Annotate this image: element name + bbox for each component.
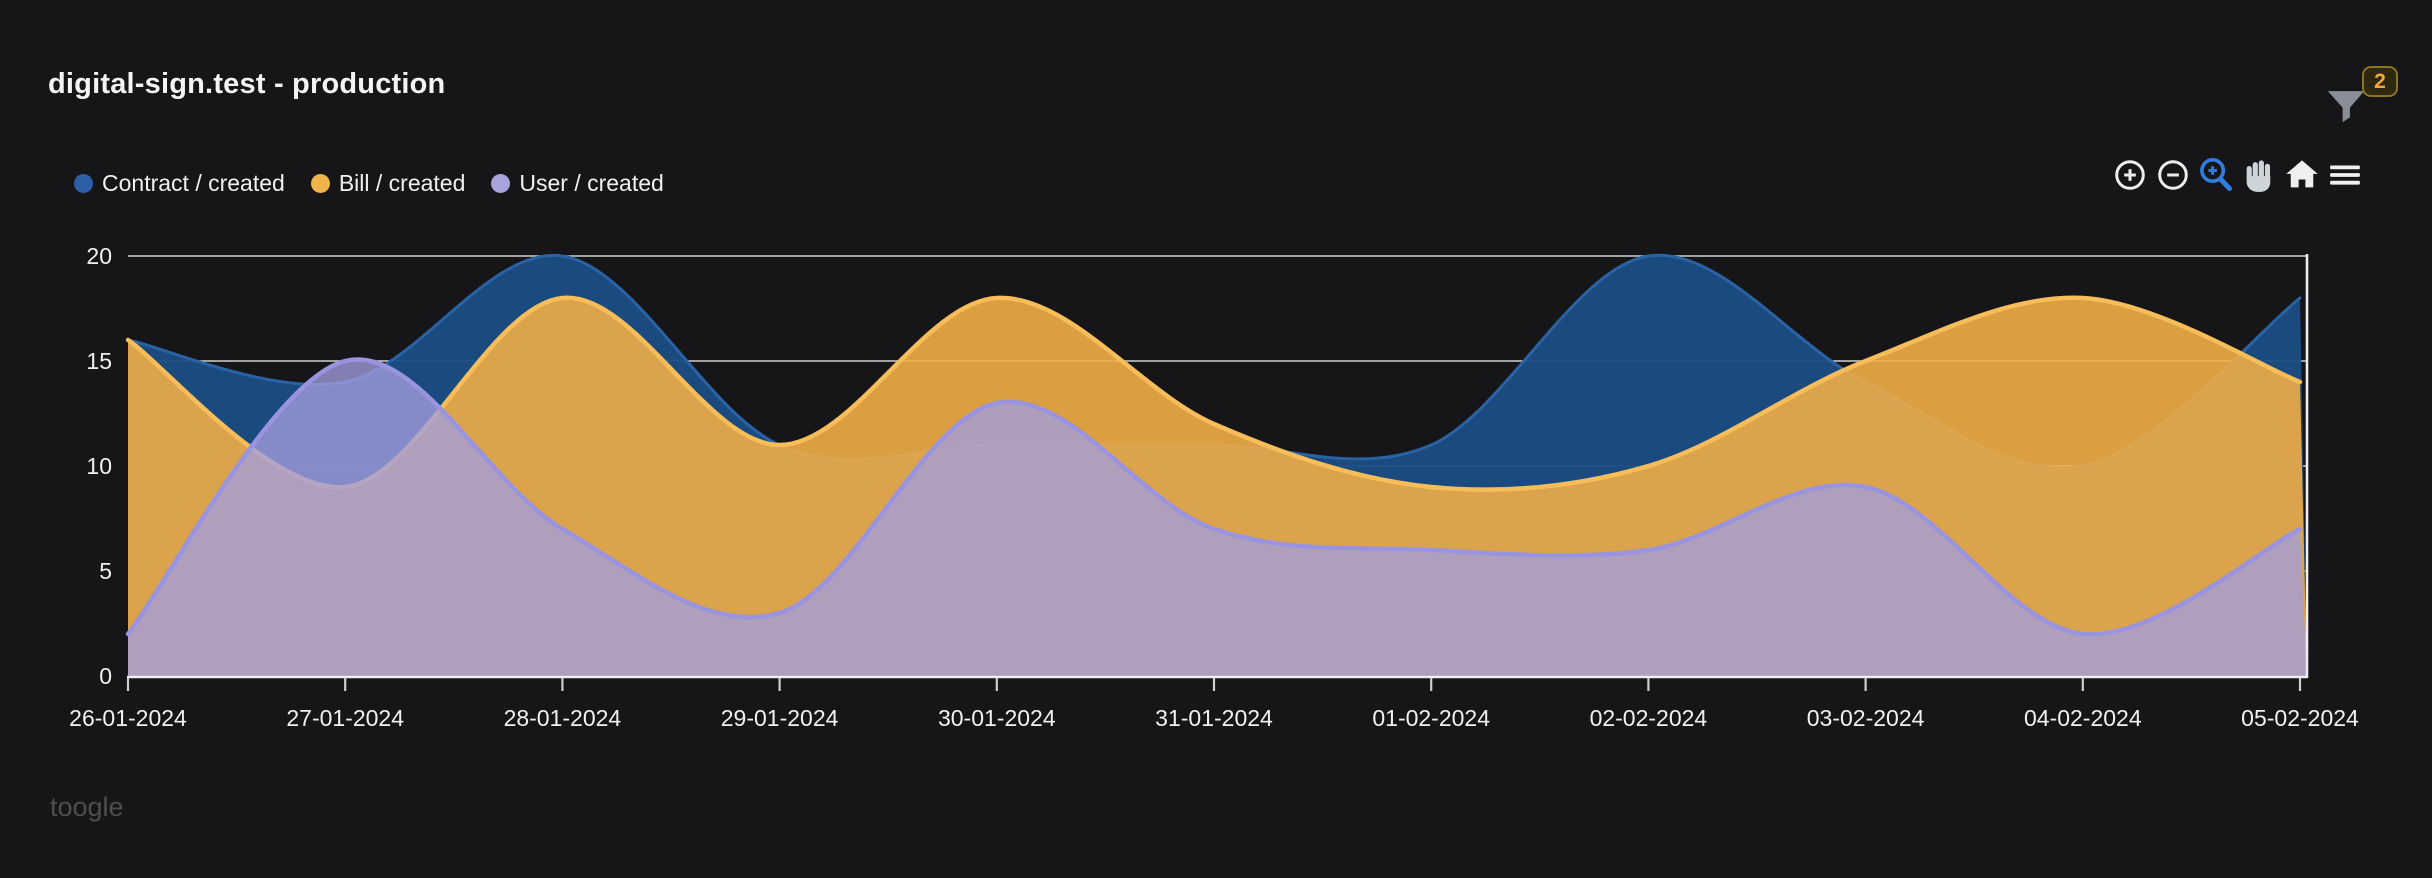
x-tick-label: 04-02-2024: [2024, 705, 2142, 731]
legend-dot-purple: [491, 174, 511, 193]
x-tick-label: 02-02-2024: [1590, 705, 1708, 731]
toggle-link[interactable]: toogle: [50, 792, 124, 822]
zoom-out-button[interactable]: [2155, 156, 2191, 194]
x-tick-label: 26-01-2024: [69, 705, 187, 731]
legend-item-contract-created[interactable]: Contract / created: [74, 170, 285, 197]
zoom-out-icon: [2158, 160, 2188, 190]
page-title: digital-sign.test - production: [48, 68, 446, 100]
y-tick-label: 0: [99, 663, 112, 689]
x-tick-label: 29-01-2024: [721, 705, 839, 731]
line-series-2: [125, 357, 2303, 637]
y-tick-label: 5: [99, 558, 112, 584]
line-series-1: [125, 295, 2303, 492]
chart-toolbar: [2112, 156, 2363, 194]
chart-legend: Contract / created Bill / created User /…: [74, 170, 664, 197]
x-tick-label: 05-02-2024: [2241, 705, 2359, 731]
filter-button[interactable]: 2: [2326, 66, 2406, 132]
y-tick-label: 20: [86, 243, 112, 269]
home-button[interactable]: [2284, 156, 2320, 194]
x-tick-label: 27-01-2024: [286, 705, 404, 731]
y-tick-label: 15: [86, 348, 112, 374]
x-tick-label: 03-02-2024: [1807, 705, 1925, 731]
funnel-icon: [2327, 91, 2365, 123]
x-tick-label: 01-02-2024: [1372, 705, 1490, 731]
zoom-in-icon: [2115, 160, 2145, 190]
legend-label: Bill / created: [338, 170, 466, 196]
legend-label: User / created: [519, 170, 664, 196]
zoom-box-select-button[interactable]: [2198, 156, 2234, 194]
pan-button[interactable]: [2241, 156, 2277, 194]
legend-label: Contract / created: [102, 170, 285, 196]
x-tick-label: 31-01-2024: [1155, 705, 1273, 731]
home-icon: [2286, 160, 2318, 188]
y-tick-label: 10: [86, 453, 112, 479]
x-tick-label: 30-01-2024: [938, 705, 1056, 731]
zoom-in-button[interactable]: [2112, 156, 2148, 194]
filter-badge: 2: [2362, 66, 2398, 97]
legend-dot-blue: [74, 174, 93, 193]
hand-icon: [2246, 160, 2271, 192]
legend-dot-orange: [310, 174, 330, 193]
legend-item-user-created[interactable]: User / created: [491, 170, 664, 197]
hamburger-icon: [2330, 165, 2360, 185]
x-tick-label: 28-01-2024: [504, 705, 622, 731]
zoom-box-icon: [2200, 158, 2233, 192]
legend-item-bill-created[interactable]: Bill / created: [310, 170, 466, 197]
menu-button[interactable]: [2327, 156, 2363, 194]
